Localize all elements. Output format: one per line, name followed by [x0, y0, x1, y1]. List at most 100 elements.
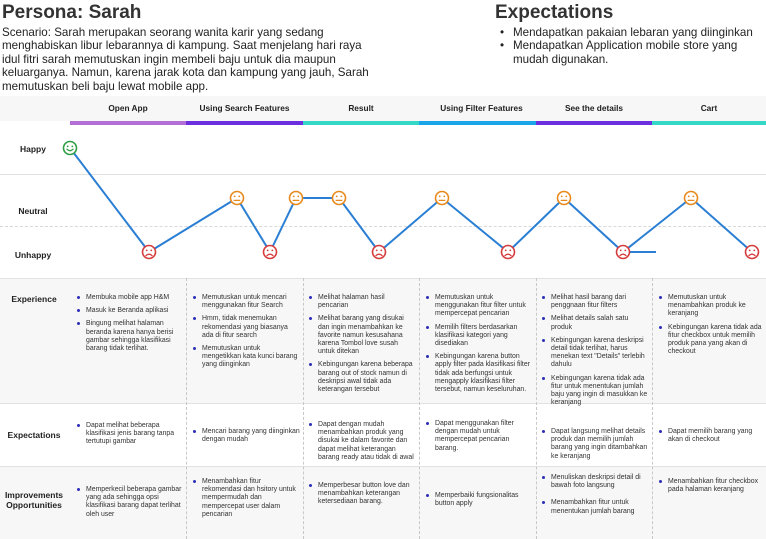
list-item: Memutuskan untuk mencari menggunakan fit… [192, 294, 300, 310]
expectations-cell-result: Dapat dengan mudah menambahkan produk ya… [308, 421, 416, 467]
list-item: Dapat dengan mudah menambahkan produk ya… [308, 421, 416, 462]
list-item: Kebingungan karena beberapa barang out o… [308, 361, 416, 394]
neutral-face-icon [288, 190, 304, 206]
unhappy-face-icon [371, 244, 387, 260]
expectations-title: Expectations [495, 2, 614, 23]
stage-bar [419, 121, 536, 125]
list-item: Menuliskan deskripsi detail di bawah fot… [541, 474, 649, 490]
experience-cell-cart: Memutuskan untuk menambahkan produk ke k… [658, 294, 766, 361]
experience-cell-open-app: Membuka mobile app H&M Masuk ke Beranda … [76, 294, 184, 358]
expectations-cell-cart: Dapat memilih barang yang akan di checko… [658, 428, 766, 449]
list-item: Membuka mobile app H&M [76, 294, 184, 302]
neutral-face-icon [556, 190, 572, 206]
list-item: Melihat hasil barang dari penggnaan fitu… [541, 294, 649, 310]
experience-cell-search: Memutuskan untuk mencari menggunakan fit… [192, 294, 300, 375]
stage-see-details: See the details [564, 103, 624, 113]
list-item: Bingung melihat halaman beranda karena h… [76, 320, 184, 353]
column-divider [536, 278, 537, 539]
list-item: Kebingungan karena button apply filter p… [425, 353, 533, 394]
row-separator [0, 174, 766, 175]
persona-title: Persona: Sarah [2, 2, 142, 23]
list-item: Memperbaiki fungsionalitas button apply [425, 492, 533, 508]
list-item: Kebingungan karena deskripsi detail tida… [541, 337, 649, 370]
expectations-list: Mendapatkan pakaian lebaran yang diingin… [498, 26, 766, 66]
expectation-item: Mendapatkan pakaian lebaran yang diingin… [498, 26, 766, 40]
row-label-improvements: Improvements Opportunities [4, 490, 64, 510]
emotion-label-unhappy: Unhappy [14, 250, 52, 260]
list-item: Dapat melihat beberapa klasifikasi jenis… [76, 422, 184, 447]
column-divider [186, 278, 187, 539]
list-item: Memilih filters berdasarkan klasifikasi … [425, 324, 533, 349]
unhappy-face-icon [500, 244, 516, 260]
expectations-cell-open-app: Dapat melihat beberapa klasifikasi jenis… [76, 422, 184, 452]
list-item: Dapat langsung melihat details produk da… [541, 428, 649, 461]
improvements-cell-open-app: Memperkecil beberapa gambar yang ada seh… [76, 486, 184, 524]
improvements-cell-result: Memperbesar button love dan menambahkan … [308, 482, 416, 512]
happy-face-icon [62, 140, 78, 156]
column-divider [652, 278, 653, 539]
list-item: Menambahkan fitur rekomendasi dan hsitor… [192, 478, 300, 519]
stage-using-filter: Using Filter Features [440, 103, 523, 113]
stage-bar [536, 121, 652, 125]
column-divider [303, 278, 304, 539]
improvements-band [0, 466, 766, 539]
list-item: Melihat details salah satu produk [541, 315, 649, 331]
improvements-cell-search: Menambahkan fitur rekomendasi dan hsitor… [192, 478, 300, 524]
list-item: Masuk ke Beranda aplikasi [76, 307, 184, 315]
list-item: Mencari barang yang diinginkan dengan mu… [192, 428, 300, 444]
expectation-item: Mendapatkan Application mobile store yan… [498, 39, 766, 66]
row-separator [0, 226, 766, 227]
improvements-cell-cart: Menambahkan fitur checkbox pada halaman … [658, 478, 766, 499]
list-item: Hmm, tidak menemukan rekomendasi yang bi… [192, 315, 300, 340]
stage-using-search: Using Search Features [199, 103, 290, 113]
list-item: Memutuskan untuk menambahkan produk ke k… [658, 294, 766, 319]
unhappy-face-icon [262, 244, 278, 260]
emotion-journey-chart [62, 140, 760, 260]
scenario-text: Scenario: Sarah merupakan seorang wanita… [2, 26, 369, 93]
expectations-cell-search: Mencari barang yang diinginkan dengan mu… [192, 428, 300, 449]
list-item: Memperkecil beberapa gambar yang ada seh… [76, 486, 184, 519]
neutral-face-icon [331, 190, 347, 206]
stage-bar [70, 121, 186, 125]
emotion-label-neutral: Neutral [18, 206, 48, 216]
list-item: Memperbesar button love dan menambahkan … [308, 482, 416, 507]
row-separator [0, 403, 766, 404]
list-item: Menambahkan fitur checkbox pada halaman … [658, 478, 766, 494]
list-item: Memutuskan untuk menggunakan fitur filte… [425, 294, 533, 319]
column-divider [419, 278, 420, 539]
list-item: Melihat barang yang disukai dan ingin me… [308, 315, 416, 356]
list-item: Menambahkan fitur untuk menentukan jumla… [541, 499, 649, 515]
expectations-cell-filter: Dapat menggunakan filter dengan mudah un… [425, 420, 533, 458]
stage-bar [186, 121, 303, 125]
list-item: Dapat memilih barang yang akan di checko… [658, 428, 766, 444]
experience-cell-details: Melihat hasil barang dari penggnaan fitu… [541, 294, 649, 412]
expectations-cell-details: Dapat langsung melihat details produk da… [541, 428, 649, 466]
row-label-experience: Experience [11, 294, 57, 304]
unhappy-face-icon [744, 244, 760, 260]
row-separator [0, 278, 766, 279]
improvements-cell-details: Menuliskan deskripsi detail di bawah fot… [541, 474, 649, 521]
experience-cell-result: Melihat halaman hasil pencarian Melihat … [308, 294, 416, 399]
stage-cart: Cart [700, 103, 718, 113]
journey-line [69, 147, 753, 255]
stage-result: Result [348, 103, 374, 113]
experience-band [0, 278, 766, 403]
list-item: Memutuskan untuk mengetikkan kata kunci … [192, 345, 300, 370]
emotion-label-happy: Happy [20, 144, 46, 154]
neutral-face-icon [229, 190, 245, 206]
stage-open-app: Open App [108, 103, 148, 113]
row-label-expectations: Expectations [7, 430, 61, 440]
improvements-cell-filter: Memperbaiki fungsionalitas button apply [425, 492, 533, 513]
stage-header-band [0, 96, 766, 121]
list-item: Kebingungan karena tidak ada fitur untuk… [541, 375, 649, 408]
unhappy-face-icon [141, 244, 157, 260]
stage-bar [303, 121, 419, 125]
neutral-face-icon [683, 190, 699, 206]
neutral-face-icon [434, 190, 450, 206]
list-item: Kebingungan karena tidak ada fitur check… [658, 324, 766, 357]
stage-bar [652, 121, 766, 125]
list-item: Dapat menggunakan filter dengan mudah un… [425, 420, 533, 453]
unhappy-face-icon [615, 244, 631, 260]
row-separator [0, 466, 766, 467]
list-item: Melihat halaman hasil pencarian [308, 294, 416, 310]
